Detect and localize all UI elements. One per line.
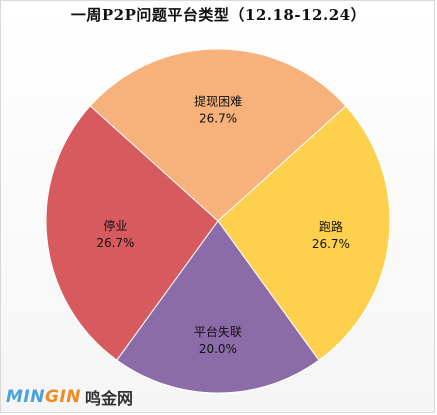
chart-title: 一周P2P问题平台类型（12.18-12.24） [70,6,367,24]
watermark-logo: MINGIN [6,387,81,407]
slice-value-label: 26.7% [312,237,350,251]
pie-labels: 停业 26.7% 提现困难 26.7% 跑路 26.7% 平台失联 20.0% [96,94,350,357]
slice-value-label: 26.7% [96,236,134,250]
pie-slice [89,48,347,222]
slice-name-label: 跑路 [319,219,343,234]
pie-slices [45,48,391,394]
slice-name-label: 停业 [103,218,127,233]
pie-slice [116,220,320,394]
slice-name-label: 提现困难 [194,94,242,109]
watermark-site: 鸣金网 [85,389,134,408]
slice-value-label: 20.0% [199,342,237,356]
pie-slice [45,105,219,361]
slice-value-label: 26.7% [199,112,237,126]
slice-name-label: 平台失联 [194,324,242,339]
watermark: MINGIN 鸣金网 [6,385,133,409]
pie-slice [217,105,391,361]
